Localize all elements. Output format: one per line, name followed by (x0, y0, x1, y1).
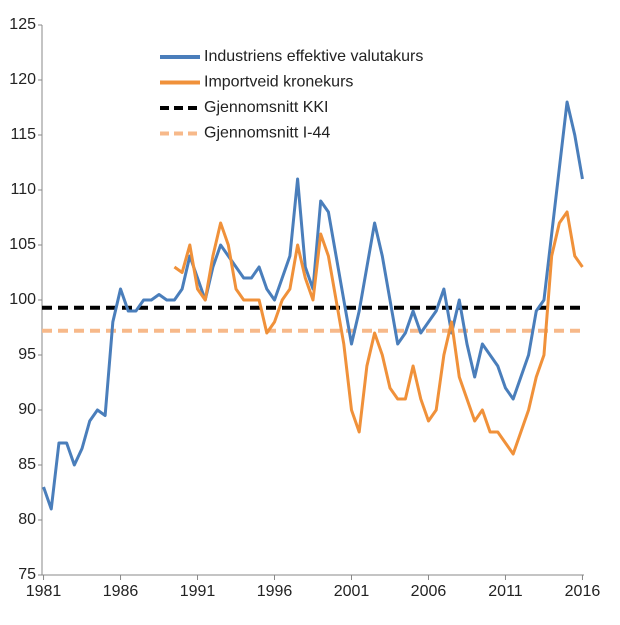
y-tick-label: 95 (18, 346, 36, 363)
series-line (173, 210, 584, 456)
y-tick-label: 110 (10, 181, 36, 198)
x-tick-label: 2001 (334, 583, 370, 600)
y-tick-label: 80 (18, 511, 36, 528)
y-tick-label: 105 (9, 236, 36, 253)
x-tick-label: 1996 (257, 583, 293, 600)
y-tick-label: 75 (18, 566, 36, 583)
x-tick-label: 1991 (180, 583, 216, 600)
x-tick-label: 1986 (103, 583, 139, 600)
y-tick-label: 120 (9, 71, 36, 88)
y-tick-label: 125 (9, 16, 36, 33)
y-tick-label: 85 (18, 456, 36, 473)
legend-label: Industriens effektive valutakurs (204, 48, 423, 65)
legend-label: Gjennomsnitt I-44 (204, 125, 330, 142)
y-tick-label: 90 (18, 401, 36, 418)
x-tick-label: 2011 (488, 583, 523, 600)
x-tick-label: 2016 (565, 583, 601, 600)
series-line (42, 100, 584, 511)
x-tick-label: 1981 (26, 583, 62, 600)
legend-label: Gjennomsnitt KKI (204, 99, 329, 116)
y-tick-label: 115 (10, 126, 36, 143)
legend-label: Importveid kronekurs (204, 74, 353, 91)
y-tick-label: 100 (9, 291, 36, 308)
x-tick-label: 2006 (411, 583, 447, 600)
